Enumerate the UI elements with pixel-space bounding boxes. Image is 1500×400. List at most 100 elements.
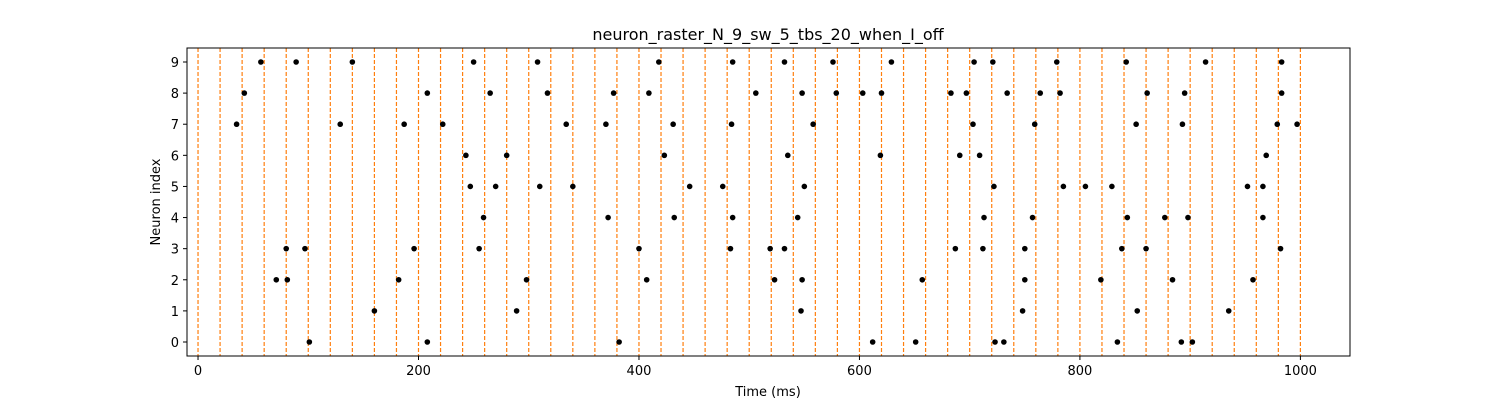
spike-point [1029, 214, 1036, 221]
spike-point [233, 121, 240, 128]
spike-point [646, 90, 652, 96]
spike-point [719, 183, 726, 190]
spike-point [956, 152, 963, 159]
spike-point [830, 59, 836, 65]
spike-point [349, 59, 356, 65]
spike-point [1294, 121, 1300, 128]
spike-point [728, 121, 735, 128]
spike-point [948, 90, 954, 96]
spike-point [636, 245, 642, 252]
spike-point [980, 245, 986, 252]
spike-point [833, 90, 840, 96]
spike-point [878, 90, 885, 96]
spike-point [1278, 59, 1285, 65]
spike-point [919, 276, 926, 283]
x-tick-label: 0 [194, 364, 202, 379]
y-tick-label: 5 [171, 180, 179, 195]
chart-title: neuron_raster_N_9_sw_5_tbs_20_when_I_off [592, 25, 944, 45]
spike-point [1278, 90, 1285, 96]
y-axis-label: Neuron index [149, 158, 164, 245]
spike-point [1181, 90, 1188, 96]
spike-point [1114, 339, 1121, 345]
spike-point [534, 59, 541, 65]
spike-point [480, 214, 487, 221]
spike-point [727, 245, 734, 252]
spike-point [1133, 121, 1139, 128]
spike-point [991, 183, 997, 190]
spike-point [1022, 245, 1028, 252]
spike-point [784, 152, 791, 159]
spike-point [610, 90, 617, 96]
y-tick-label: 0 [171, 336, 179, 351]
spike-point [306, 339, 313, 345]
spike-point [729, 59, 736, 65]
spike-point [1244, 183, 1251, 190]
spike-point [981, 214, 987, 221]
spike-point [411, 245, 417, 252]
y-tick-label: 1 [171, 305, 179, 320]
spike-point [799, 90, 805, 96]
spike-point [467, 183, 474, 190]
spike-point [810, 121, 816, 128]
spike-point [513, 308, 520, 314]
x-axis-ticks: 0 200 400 600 800 1000 [194, 356, 1317, 379]
spike-point [1019, 308, 1026, 314]
spike-point [1053, 59, 1060, 65]
spike-point [401, 121, 407, 128]
y-axis-ticks: 0 1 2 3 4 5 6 7 8 9 [171, 56, 187, 351]
spike-point [536, 183, 543, 190]
spike-point [794, 214, 801, 221]
spike-point [424, 90, 431, 96]
spike-point [463, 152, 469, 159]
spike-points [233, 59, 1300, 345]
spike-point [283, 245, 290, 252]
y-tick-label: 8 [171, 87, 179, 102]
spike-point [767, 245, 773, 252]
spike-point [971, 59, 977, 65]
x-axis-label: Time (ms) [734, 385, 801, 400]
spike-point [1004, 90, 1010, 96]
spike-point [487, 90, 493, 96]
spike-point [912, 339, 919, 345]
spike-point [544, 90, 551, 96]
x-tick-label: 600 [847, 364, 872, 379]
spike-point [1082, 183, 1089, 190]
spike-point [1098, 276, 1104, 283]
x-tick-label: 200 [406, 364, 431, 379]
spike-point [1178, 339, 1185, 345]
spike-point [799, 276, 805, 283]
spike-point [1202, 59, 1209, 65]
spike-point [1274, 121, 1281, 128]
spike-point [241, 90, 248, 96]
spike-point [963, 90, 970, 96]
spike-point [476, 245, 482, 252]
spike-point [1277, 245, 1284, 252]
spike-point [1260, 183, 1266, 190]
spike-point [1162, 214, 1168, 221]
plot-area-frame [186, 47, 1351, 357]
spike-point [1123, 59, 1130, 65]
spike-point [670, 121, 676, 128]
spike-point [1057, 90, 1063, 96]
spike-point [1250, 276, 1256, 283]
y-tick-label: 9 [171, 56, 179, 71]
spike-point [859, 90, 866, 96]
spike-point [888, 59, 895, 65]
spike-point [603, 121, 609, 128]
spike-point [616, 339, 622, 345]
spike-point [1179, 121, 1186, 128]
spike-point [729, 214, 736, 221]
spike-point [990, 59, 996, 65]
spike-point [1119, 245, 1125, 252]
spike-point [970, 121, 976, 128]
spike-point [371, 308, 378, 314]
spike-point [470, 59, 477, 65]
spike-point [1263, 152, 1270, 159]
spike-point [258, 59, 264, 65]
spike-point [1143, 245, 1149, 252]
spike-point [771, 276, 778, 283]
y-tick-label: 7 [171, 118, 179, 133]
spike-point [1001, 339, 1007, 345]
spike-point [656, 59, 662, 65]
spike-point [1260, 214, 1266, 221]
